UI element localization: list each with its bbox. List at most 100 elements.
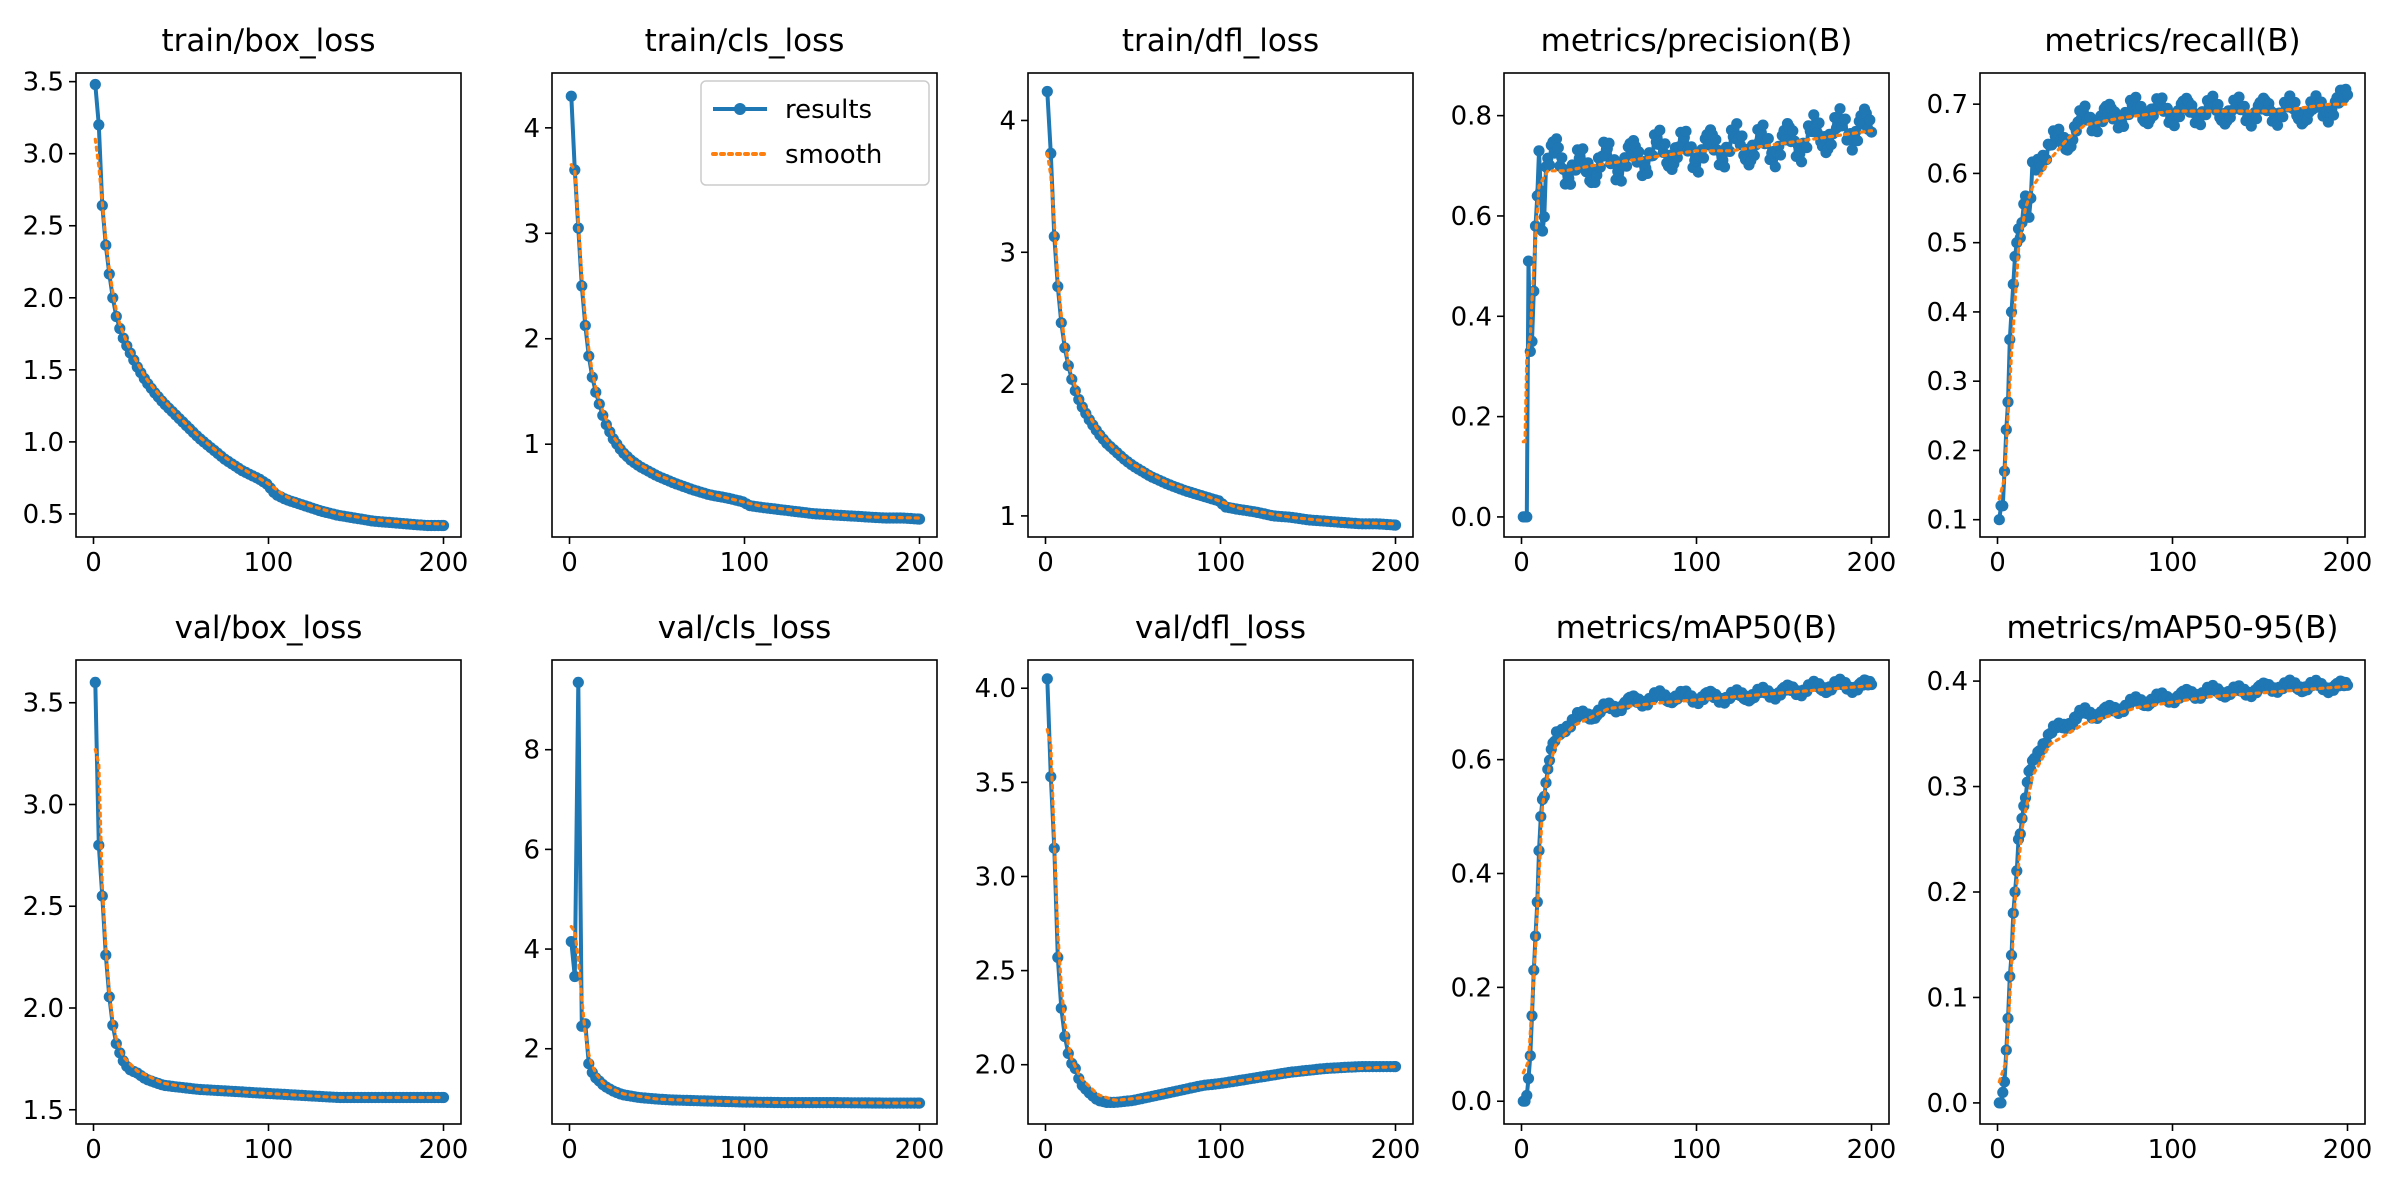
results-series-line xyxy=(93,682,444,1100)
y-tick-label: 2 xyxy=(523,325,540,355)
y-tick-label: 4 xyxy=(999,106,1016,136)
y-tick-label: 0.7 xyxy=(1927,90,1968,120)
results-point xyxy=(1577,143,1589,155)
y-tick-label: 0.8 xyxy=(1451,102,1492,132)
results-point xyxy=(2053,123,2065,135)
results-point xyxy=(2289,96,2301,109)
results-point xyxy=(1839,113,1851,125)
results-point xyxy=(1543,159,1556,171)
y-tick-label: 4 xyxy=(523,114,540,144)
x-tick-label: 100 xyxy=(720,548,770,578)
chart-panel: train/box_loss 0 100 200 0.5 1.0 1.5 2.0 2.5 3.0 3… xyxy=(23,23,469,578)
x-tick-label: 100 xyxy=(1196,1135,1246,1165)
results-point xyxy=(2014,232,2026,244)
results-series-line xyxy=(93,84,444,528)
results-point xyxy=(2250,113,2263,125)
results-point xyxy=(1774,149,1787,161)
results-point xyxy=(1762,133,1774,145)
smooth-series-line xyxy=(1521,683,1874,1075)
y-tick-label: 2.5 xyxy=(23,892,64,922)
x-tick-label: 200 xyxy=(1847,548,1897,578)
axes-frame xyxy=(551,659,938,1125)
x-tick-label: 100 xyxy=(1196,548,1246,578)
smooth-series-line xyxy=(1045,727,1398,1102)
results-point xyxy=(1522,1072,1535,1085)
results-point xyxy=(1533,145,1545,157)
y-tick-label: 2.0 xyxy=(23,284,64,314)
results-point xyxy=(1993,514,2005,526)
chart-panel: train/dfl_loss 0 100 200 1 2 3 4 xyxy=(999,23,1420,578)
y-tick-label: 3.5 xyxy=(975,768,1016,798)
x-tick-label: 200 xyxy=(1371,548,1421,578)
results-point xyxy=(2130,91,2142,103)
results-point xyxy=(1825,139,1837,151)
x-tick-label: 0 xyxy=(1513,1135,1530,1165)
results-point xyxy=(1748,149,1760,161)
x-tick-label: 0 xyxy=(561,1135,578,1165)
results-point xyxy=(2271,119,2284,131)
results-point xyxy=(1731,118,1743,130)
results-point xyxy=(2277,111,2289,123)
results-point xyxy=(1718,161,1731,173)
results-point xyxy=(1536,225,1549,237)
results-point xyxy=(1795,156,1808,168)
y-tick-label: 0.6 xyxy=(1927,159,1968,189)
results-point xyxy=(1633,146,1645,158)
results-point xyxy=(437,1091,450,1104)
y-tick-label: 0.4 xyxy=(1927,667,1968,697)
results-point xyxy=(2023,211,2035,223)
x-tick-label: 200 xyxy=(895,548,945,578)
y-tick-label: 0.6 xyxy=(1451,746,1492,776)
chart-panel: metrics/mAP50-95(B) 0 100 200 0.0 0.1 0.2 0.3 0.… xyxy=(1927,610,2373,1165)
legend-label: results xyxy=(785,95,872,125)
chart-title: train/box_loss xyxy=(161,23,375,59)
chart-title: metrics/precision(B) xyxy=(1541,23,1853,59)
y-tick-label: 3 xyxy=(999,238,1016,268)
results-point xyxy=(1550,133,1563,145)
results-point xyxy=(89,676,101,689)
y-tick-label: 3.0 xyxy=(975,862,1016,892)
results-point xyxy=(1834,103,1846,115)
y-tick-label: 0.5 xyxy=(1927,229,1968,259)
plot-area xyxy=(89,676,450,1104)
results-point xyxy=(2233,91,2245,103)
y-tick-label: 2.0 xyxy=(23,994,64,1024)
y-tick-label: 0.2 xyxy=(1927,436,1968,466)
results-point xyxy=(913,513,926,525)
y-tick-label: 0.6 xyxy=(1451,202,1492,232)
y-tick-label: 0.2 xyxy=(1451,973,1492,1003)
x-tick-label: 200 xyxy=(2323,548,2373,578)
results-point xyxy=(1552,142,1564,154)
y-tick-label: 4.0 xyxy=(975,674,1016,704)
results-point xyxy=(1641,167,1654,179)
results-point xyxy=(1997,500,2009,512)
results-point xyxy=(1692,166,1704,178)
x-tick-label: 200 xyxy=(1371,1135,1421,1165)
smooth-series-line xyxy=(93,137,446,526)
smooth-series-line xyxy=(1521,129,1874,444)
axes-frame xyxy=(1027,659,1414,1125)
y-tick-label: 4 xyxy=(523,935,540,965)
x-tick-label: 0 xyxy=(561,548,578,578)
y-tick-label: 0.1 xyxy=(1927,983,1968,1013)
results-point xyxy=(1041,85,1053,98)
y-tick-label: 3.5 xyxy=(23,68,64,98)
results-point xyxy=(2238,100,2250,112)
x-tick-label: 0 xyxy=(85,548,102,578)
results-point xyxy=(1801,142,1813,154)
smooth-series-line xyxy=(1997,102,2350,501)
results-point xyxy=(1538,211,1550,223)
results-point xyxy=(1769,161,1781,173)
y-tick-label: 3.0 xyxy=(23,790,64,820)
y-tick-label: 6 xyxy=(523,835,540,865)
plot-area xyxy=(1517,103,1878,523)
plot-area xyxy=(89,78,450,532)
y-tick-label: 2.0 xyxy=(975,1051,1016,1081)
chart-title: train/cls_loss xyxy=(645,23,845,59)
results-series-line xyxy=(569,680,920,1106)
results-point xyxy=(1697,152,1710,164)
y-tick-label: 0.3 xyxy=(1927,367,1968,397)
y-tick-label: 1.5 xyxy=(23,356,64,386)
results-point xyxy=(2212,98,2224,111)
